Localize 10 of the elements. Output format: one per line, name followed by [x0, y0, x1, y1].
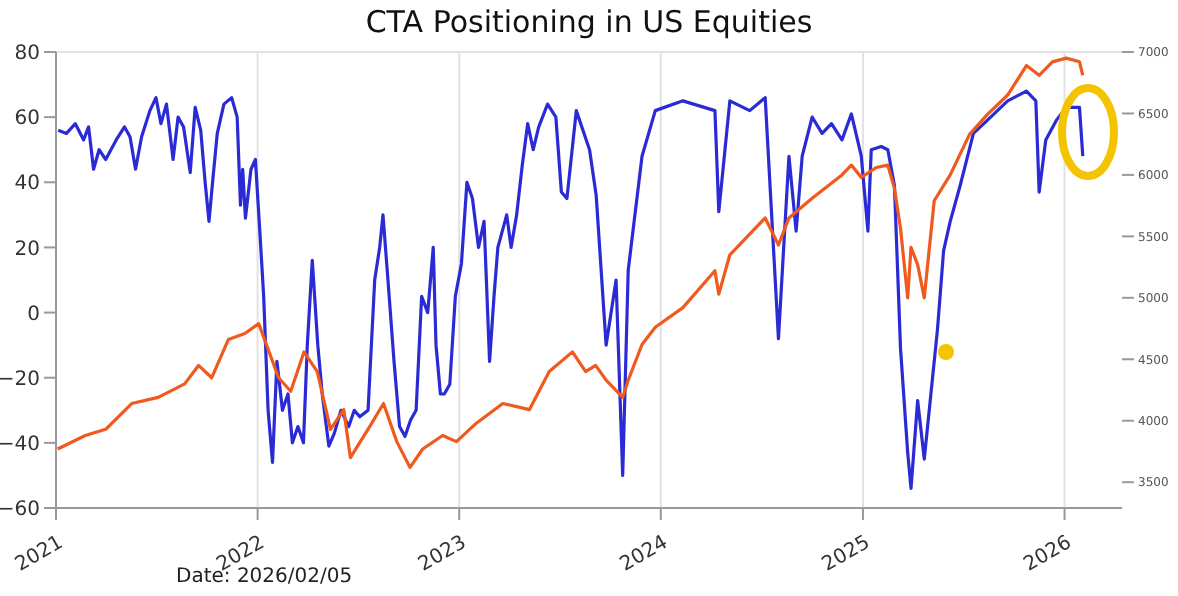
y-tick-label: 60: [14, 108, 40, 131]
y-tick-label: −40: [0, 433, 40, 456]
chart-title: CTA Positioning in US Equities: [363, 4, 815, 40]
y-tick-label: 40: [14, 173, 40, 196]
y-tick-label: 0: [27, 303, 40, 326]
text: Date: 2026/02/05: [176, 566, 353, 588]
y-tick-label: −20: [0, 368, 40, 391]
y-tick-label: −60: [0, 499, 40, 522]
y-tick-label: 20: [14, 238, 40, 261]
y-tick-label: 80: [14, 43, 40, 66]
